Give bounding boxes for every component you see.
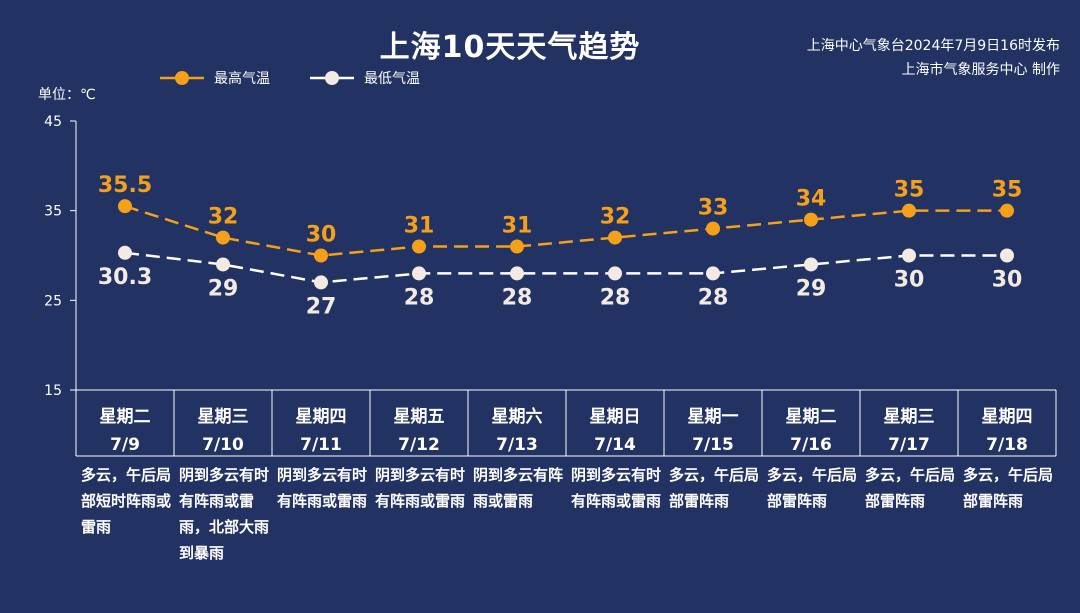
legend-swatch-high — [160, 71, 204, 85]
high-temp-label: 32 — [600, 205, 631, 230]
high-temp-point — [1000, 203, 1014, 218]
day-date-label: 7/11 — [300, 435, 342, 455]
day-weekday-label: 星期日 — [590, 407, 641, 427]
day-weekday-label: 星期二 — [100, 407, 151, 427]
day-date-label: 7/15 — [692, 435, 734, 455]
low-temp-label: 27 — [306, 294, 337, 319]
day-weekday-label: 星期六 — [492, 406, 543, 427]
chart-title: 上海10天天气趋势 — [379, 30, 641, 65]
high-temp-label: 35 — [894, 178, 925, 203]
day-weekday-label: 星期三 — [884, 407, 935, 427]
low-temp-label: 30 — [894, 268, 925, 293]
high-temp-point — [608, 230, 622, 245]
high-temp-line — [124, 204, 1007, 257]
day-weekday-label: 星期二 — [786, 407, 837, 427]
high-temp-label: 31 — [502, 214, 533, 239]
high-temp-label: 35.5 — [98, 173, 152, 198]
high-temp-point — [216, 230, 230, 245]
low-temp-label: 29 — [796, 276, 827, 301]
low-temp-point — [1000, 248, 1014, 263]
low-temp-point — [216, 257, 230, 272]
low-temp-point — [902, 248, 916, 263]
y-tick-label: 45 — [44, 114, 62, 130]
low-temp-label: 28 — [404, 285, 435, 310]
weather-description: 阴到多云有时有阵雨或雷雨 — [571, 466, 662, 510]
day-weekday-label: 星期三 — [198, 407, 249, 427]
low-temp-point — [706, 266, 720, 281]
legend-label-high: 最高气温 — [214, 71, 270, 87]
high-temp-label: 33 — [698, 196, 729, 221]
low-temp-label: 28 — [502, 285, 533, 310]
weather-description: 多云，午后局部雷阵雨 — [865, 466, 956, 510]
day-weekday-label: 星期四 — [296, 407, 347, 427]
weather-description: 阴到多云有阵雨或雷雨 — [473, 466, 564, 510]
low-temp-point — [608, 266, 622, 281]
publisher-line-2: 上海市气象服务中心 制作 — [901, 62, 1060, 78]
weather-description: 多云，午后局部雷阵雨 — [963, 466, 1054, 510]
low-temp-line — [124, 251, 1007, 284]
low-temp-point — [314, 275, 328, 290]
legend-item-high: 最高气温 — [160, 68, 270, 88]
high-temp-label: 35 — [992, 178, 1023, 203]
day-date-label: 7/17 — [888, 435, 930, 455]
day-date-label: 7/12 — [398, 435, 440, 455]
low-temp-point — [804, 257, 818, 272]
low-temp-point — [118, 245, 132, 260]
legend-item-low: 最低气温 — [310, 68, 420, 88]
weather-description: 多云，午后局部雷阵雨 — [767, 466, 858, 510]
legend-swatch-low — [310, 71, 354, 85]
weather-description: 多云，午后局部雷阵雨 — [669, 466, 760, 510]
high-temp-point — [804, 212, 818, 227]
low-temp-label: 28 — [698, 285, 729, 310]
day-date-label: 7/10 — [202, 435, 244, 455]
day-date-label: 7/13 — [496, 435, 538, 455]
high-temp-point — [412, 239, 426, 254]
chart-legend: 最高气温 最低气温 — [160, 68, 460, 88]
high-temp-point — [118, 199, 132, 214]
weather-description: 阴到多云有时有阵雨或雷雨 — [375, 466, 466, 510]
y-tick-label: 35 — [44, 204, 62, 220]
high-temp-point — [902, 203, 916, 218]
y-tick-label: 15 — [44, 383, 62, 399]
day-date-label: 7/14 — [594, 435, 636, 455]
legend-label-low: 最低气温 — [364, 71, 420, 87]
high-temp-label: 31 — [404, 214, 435, 239]
weather-description: 阴到多云有时有阵雨或雷雨 — [277, 466, 368, 510]
day-date-label: 7/18 — [986, 435, 1028, 455]
low-temp-label: 30 — [992, 268, 1023, 293]
day-weekday-label: 星期四 — [982, 407, 1033, 427]
day-weekday-label: 星期五 — [394, 407, 445, 427]
high-temp-label: 30 — [306, 223, 337, 248]
high-temp-point — [510, 239, 524, 254]
weather-description: 阴到多云有时有阵雨或雷雨，北部大雨到暴雨 — [179, 466, 270, 562]
weather-description: 多云，午后局部短时阵雨或雷雨 — [81, 466, 172, 536]
low-temp-label: 28 — [600, 285, 631, 310]
publisher-info: 上海中心气象台2024年7月9日16时发布 上海市气象服务中心 制作 — [807, 34, 1060, 82]
day-date-label: 7/16 — [790, 435, 832, 455]
high-temp-label: 34 — [796, 187, 827, 212]
high-temp-point — [314, 248, 328, 263]
low-temp-point — [412, 266, 426, 281]
low-temp-point — [510, 266, 524, 281]
high-temp-point — [706, 221, 720, 236]
day-date-label: 7/9 — [110, 435, 140, 455]
low-temp-label: 30.3 — [98, 265, 152, 290]
publisher-line-1: 上海中心气象台2024年7月9日16时发布 — [806, 38, 1060, 54]
low-temp-label: 29 — [208, 276, 239, 301]
y-tick-label: 25 — [44, 293, 62, 309]
day-weekday-label: 星期一 — [688, 407, 739, 427]
y-axis-unit: 单位：℃ — [38, 87, 96, 103]
high-temp-label: 32 — [208, 205, 239, 230]
